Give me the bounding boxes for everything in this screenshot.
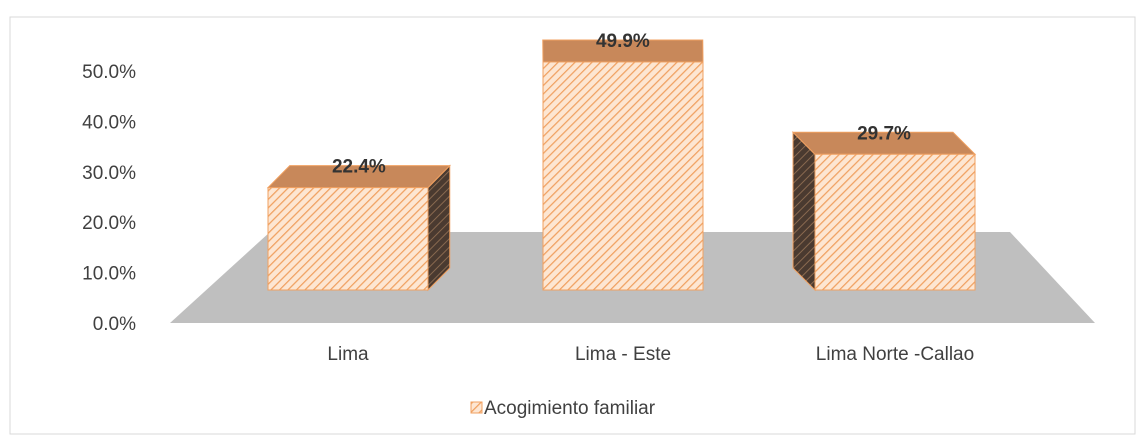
y-tick-label: 20.0% <box>82 213 136 234</box>
x-tick-label: Lima <box>327 344 369 365</box>
bar <box>814 153 976 291</box>
x-tick-label: Lima - Este <box>575 344 671 365</box>
y-tick-label: 0.0% <box>93 314 136 335</box>
y-tick-label: 10.0% <box>82 264 136 285</box>
y-tick-label: 50.0% <box>82 62 136 83</box>
data-label: 22.4% <box>332 157 386 178</box>
bar-side <box>792 131 816 292</box>
x-tick-label: Lima Norte -Callao <box>816 344 974 365</box>
legend-swatch <box>470 401 483 414</box>
bar <box>542 61 704 291</box>
legend-label: Acogimiento familiar <box>484 398 656 419</box>
y-tick-label: 30.0% <box>82 163 136 184</box>
data-label: 29.7% <box>857 123 911 144</box>
y-tick-label: 40.0% <box>82 112 136 133</box>
bar <box>267 187 429 291</box>
data-label: 49.9% <box>596 31 650 52</box>
